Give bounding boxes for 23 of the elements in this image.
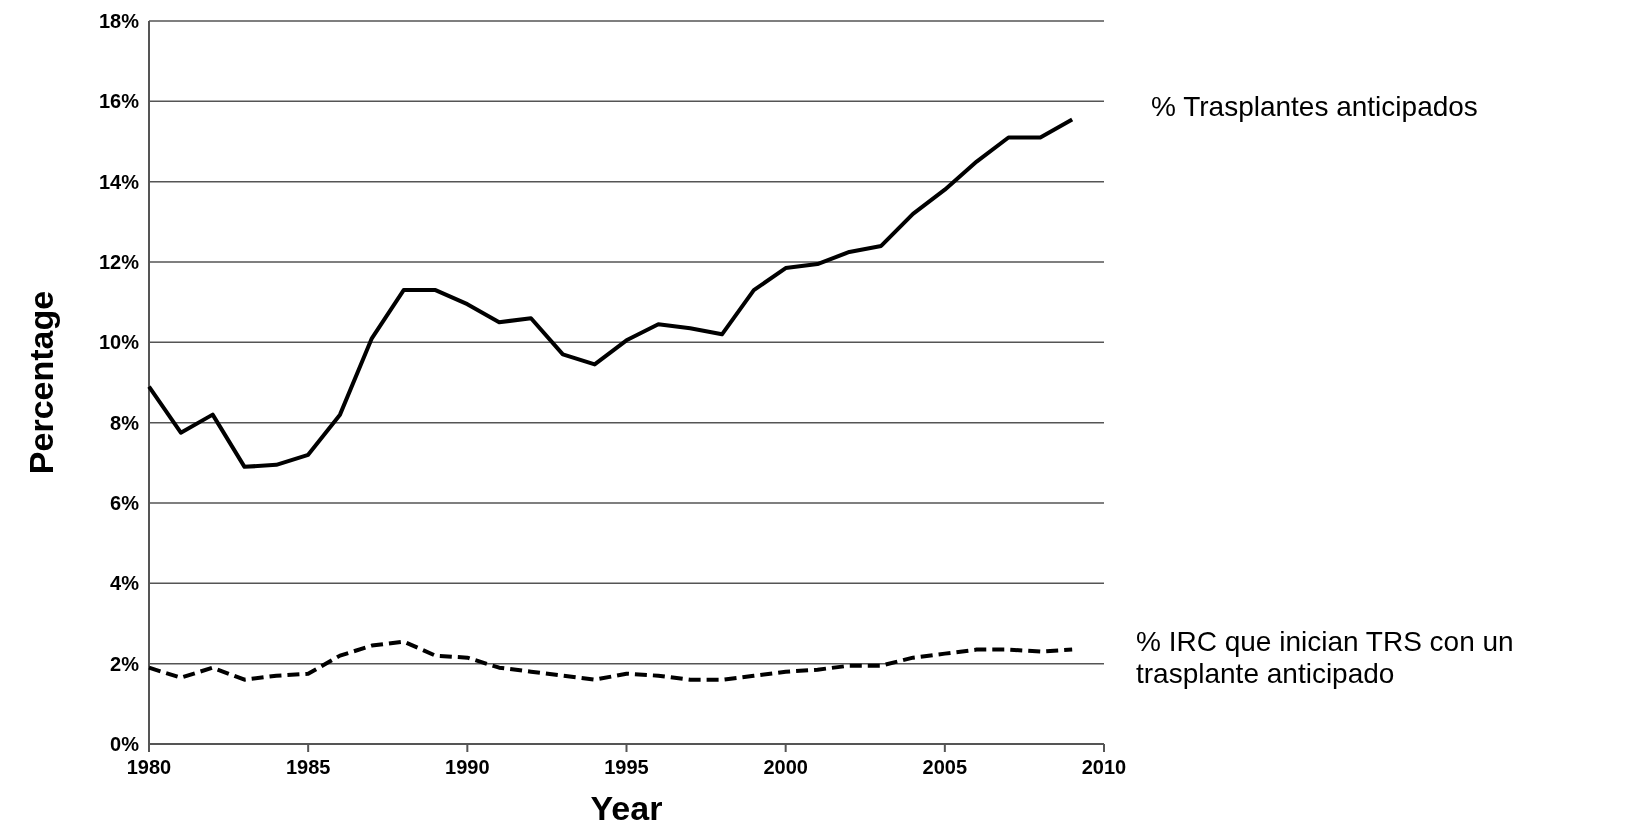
x-tick-label: 1985 <box>285 756 331 778</box>
y-tick-label: 2% <box>110 652 140 675</box>
x-tick-label: 1990 <box>445 756 490 778</box>
y-tick-label: 14% <box>98 170 140 193</box>
line-series <box>147 639 1075 682</box>
x-tick-label: 1995 <box>604 756 649 778</box>
text: % Trasplantes anticipados <box>1151 91 1478 123</box>
y-tick-label: 8% <box>110 411 140 434</box>
y-tick-label: 12% <box>98 251 140 273</box>
y-axis-title: Percentage <box>22 290 60 475</box>
x-tick-label: 2000 <box>763 756 808 778</box>
text: % IRC que inician TRS con un trasplante anticipado <box>1136 626 1514 689</box>
x-axis-title: Year <box>590 789 663 827</box>
y-tick-label: 18% <box>98 10 140 32</box>
x-tick-label: 2010 <box>1081 756 1127 778</box>
line-series <box>147 117 1075 469</box>
x-tick-label: 2005 <box>922 756 968 778</box>
y-tick-label: 16% <box>98 90 140 113</box>
y-tick-label: 0% <box>110 733 140 755</box>
y-tick-label: 6% <box>110 492 140 514</box>
y-tick-label: 4% <box>110 572 140 595</box>
x-tick-label: 1980 <box>126 756 172 778</box>
y-tick-label: 10% <box>98 331 140 354</box>
